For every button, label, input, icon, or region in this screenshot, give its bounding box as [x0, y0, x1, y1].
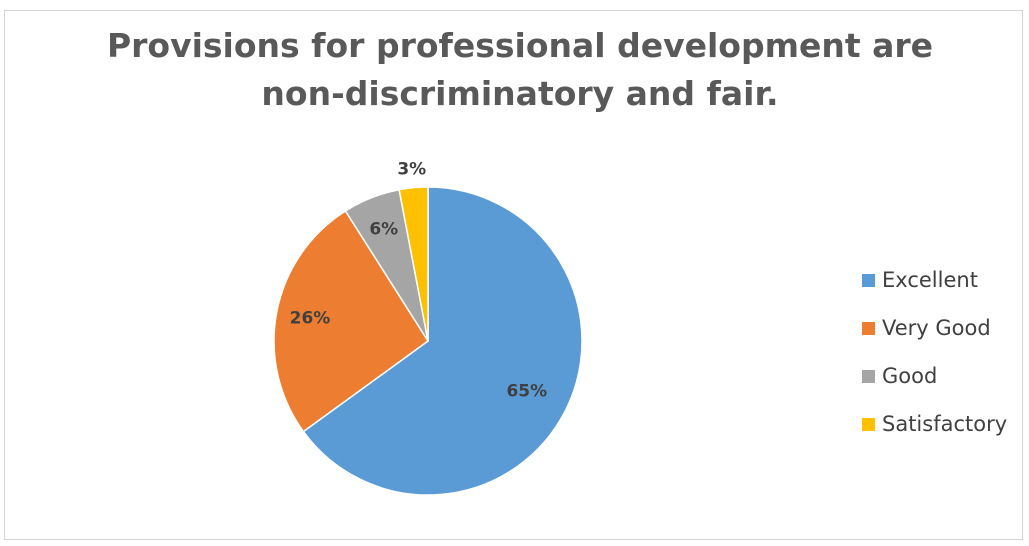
data-label-satisfactory: 3% — [397, 159, 426, 179]
legend-item-good: Good — [862, 352, 1007, 400]
pie-data-labels: 65% 26% 6% 3% — [290, 159, 547, 401]
data-label-very-good: 26% — [290, 308, 331, 328]
pie-slice-excellent — [302, 186, 583, 496]
chart-title-line-1: Provisions for professional development … — [106, 26, 934, 65]
chart-title: Provisions for professional development … — [0, 22, 1029, 118]
legend-item-satisfactory: Satisfactory — [862, 400, 1007, 448]
legend-swatch-satisfactory — [862, 417, 875, 431]
legend-label-very-good: Very Good — [882, 316, 991, 340]
legend-swatch-good — [862, 369, 875, 383]
data-label-excellent: 65% — [506, 381, 547, 401]
chart-legend: Excellent Very Good Good Satisfactory — [862, 256, 1007, 448]
pie-slice-satisfactory — [398, 186, 429, 342]
legend-label-satisfactory: Satisfactory — [882, 412, 1008, 436]
legend-label-good: Good — [882, 364, 938, 388]
legend-swatch-very-good — [862, 321, 875, 335]
legend-swatch-excellent — [862, 273, 875, 287]
pie-slices — [273, 186, 583, 496]
legend-item-excellent: Excellent — [862, 256, 1007, 304]
legend-item-very-good: Very Good — [862, 304, 1007, 352]
data-label-good: 6% — [369, 219, 398, 239]
chart-title-line-2: non-discriminatory and fair. — [261, 74, 779, 113]
legend-label-excellent: Excellent — [882, 268, 978, 292]
pie-slice-very-good — [273, 209, 430, 433]
